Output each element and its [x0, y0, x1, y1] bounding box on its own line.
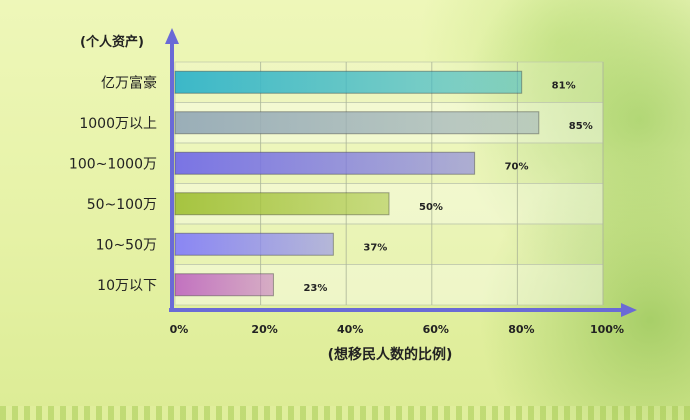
data-label: 37%: [363, 242, 387, 253]
axes: [165, 28, 637, 317]
bars: [174, 70, 540, 297]
category-label: 1000万以上: [79, 116, 157, 132]
bar-0: [174, 70, 523, 94]
x-tick-label: 20%: [251, 323, 277, 336]
category-label: 亿万富豪: [101, 74, 157, 91]
labels: 81% 亿万富豪 85% 1000万以上 70% 100~1000万 50% 50~100万 3…: [69, 34, 624, 363]
x-tick-label: 60%: [423, 323, 449, 336]
data-label: 50%: [419, 202, 443, 213]
y-axis-title: (个人资产): [80, 34, 144, 50]
decorative-border: [0, 406, 690, 420]
data-label: 85%: [569, 121, 593, 132]
category-label: 50~100万: [87, 197, 157, 213]
x-axis-arrow: [621, 303, 637, 317]
y-axis-arrow: [165, 28, 179, 44]
x-tick-label: 100%: [590, 323, 624, 336]
bar-2: [174, 151, 476, 175]
category-label: 10~50万: [96, 237, 157, 253]
data-label: 70%: [505, 161, 529, 172]
bar-1: [174, 111, 540, 135]
data-label: 81%: [552, 80, 576, 91]
category-label: 10万以下: [97, 278, 157, 294]
x-tick-label: 0%: [170, 323, 189, 336]
x-tick-label: 80%: [508, 323, 534, 336]
gridlines: [260, 62, 604, 305]
bar-3: [174, 192, 390, 216]
bar-4: [174, 232, 334, 256]
plot-area: [174, 61, 604, 306]
category-label: 100~1000万: [69, 156, 157, 172]
x-tick-label: 40%: [337, 323, 363, 336]
x-axis-title: (想移民人数的比例): [328, 346, 453, 363]
bar-5: [174, 273, 274, 297]
data-label: 23%: [303, 283, 327, 294]
